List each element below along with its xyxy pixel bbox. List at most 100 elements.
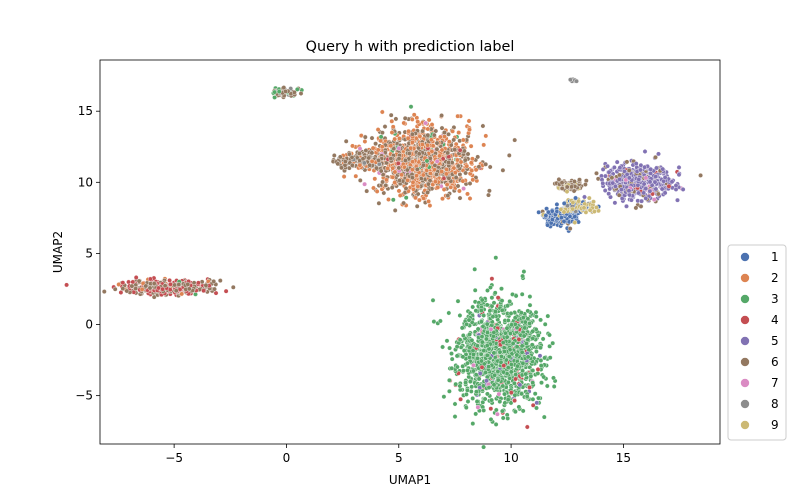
scatter-point-label-4 xyxy=(441,175,447,181)
scatter-point-label-3 xyxy=(508,310,514,316)
scatter-point-label-6 xyxy=(176,282,182,287)
scatter-point-label-5 xyxy=(652,179,658,185)
scatter-point-label-3 xyxy=(468,388,474,394)
scatter-point-label-3 xyxy=(431,319,437,324)
scatter-point-label-2 xyxy=(384,177,389,183)
scatter-point-label-3 xyxy=(500,415,506,421)
scatter-point-label-3 xyxy=(465,399,471,404)
x-axis-label: UMAP1 xyxy=(389,473,431,487)
scatter-point-label-3 xyxy=(513,372,519,377)
scatter-point-label-3 xyxy=(463,405,469,410)
scatter-point-label-6 xyxy=(416,151,422,157)
scatter-point-label-7 xyxy=(423,120,428,126)
scatter-point-label-3 xyxy=(489,397,494,403)
scatter-point-label-2 xyxy=(467,127,472,133)
scatter-point-label-6 xyxy=(147,285,153,291)
scatter-point-label-3 xyxy=(504,334,510,340)
scatter-point-label-5 xyxy=(636,190,641,196)
scatter-point-label-6 xyxy=(500,167,506,173)
scatter-point-label-3 xyxy=(491,329,497,335)
scatter-point-label-3 xyxy=(485,288,490,293)
scatter-point-label-2 xyxy=(389,118,395,124)
scatter-point-label-2 xyxy=(464,163,470,169)
scatter-point-label-3 xyxy=(505,397,511,402)
scatter-point-label-3 xyxy=(512,315,518,321)
scatter-point-label-6 xyxy=(506,152,512,158)
legend-label-7: 7 xyxy=(771,376,779,390)
scatter-point-label-3 xyxy=(520,368,525,374)
scatter-point-label-3 xyxy=(454,364,460,370)
scatter-point-label-5 xyxy=(602,188,608,193)
scatter-point-label-3 xyxy=(512,380,517,386)
scatter-point-label-4 xyxy=(223,288,229,294)
scatter-point-label-3 xyxy=(452,401,458,407)
scatter-point-label-6 xyxy=(357,177,363,183)
scatter-point-label-2 xyxy=(432,179,438,185)
scatter-point-label-6 xyxy=(487,164,493,170)
scatter-point-label-3 xyxy=(534,405,539,411)
scatter-point-label-6 xyxy=(298,91,304,96)
scatter-point-label-8 xyxy=(361,160,367,166)
scatter-point-label-3 xyxy=(495,377,501,383)
scatter-point-label-3 xyxy=(460,363,466,369)
scatter-point-label-6 xyxy=(404,167,410,173)
scatter-point-label-6 xyxy=(442,130,447,135)
scatter-point-label-6 xyxy=(486,192,491,198)
scatter-point-label-3 xyxy=(463,380,468,385)
scatter-point-label-3 xyxy=(510,340,516,346)
scatter-point-label-6 xyxy=(451,137,457,143)
scatter-point-label-6 xyxy=(434,171,439,177)
scatter-point-label-1 xyxy=(550,217,555,223)
scatter-point-label-3 xyxy=(535,332,541,338)
scatter-point-label-1 xyxy=(554,201,560,207)
scatter-point-label-2 xyxy=(417,133,423,139)
legend-marker-7 xyxy=(740,378,750,388)
scatter-point-label-3 xyxy=(466,354,472,360)
scatter-point-label-3 xyxy=(534,349,539,354)
scatter-point-label-4 xyxy=(126,279,132,285)
scatter-point-label-6 xyxy=(376,157,381,163)
scatter-point-label-5 xyxy=(600,166,606,172)
scatter-point-label-8 xyxy=(568,77,573,83)
scatter-point-label-3 xyxy=(538,317,543,323)
scatter-point-label-7 xyxy=(396,145,402,151)
scatter-point-label-3 xyxy=(501,369,506,375)
scatter-point-label-6 xyxy=(433,128,439,134)
scatter-point-label-6 xyxy=(463,170,468,176)
scatter-point-label-6 xyxy=(414,166,420,172)
scatter-point-label-3 xyxy=(536,395,541,401)
scatter-point-label-2 xyxy=(429,122,435,128)
scatter-point-label-4 xyxy=(156,285,161,291)
scatter-point-label-2 xyxy=(372,176,378,182)
scatter-point-label-6 xyxy=(446,159,451,165)
scatter-points xyxy=(64,76,703,450)
scatter-point-label-6 xyxy=(609,175,615,181)
scatter-point-label-3 xyxy=(473,411,479,417)
scatter-point-label-3 xyxy=(447,345,452,351)
scatter-point-label-2 xyxy=(421,195,426,201)
scatter-point-label-2 xyxy=(396,188,402,194)
scatter-point-label-6 xyxy=(452,147,458,153)
scatter-point-label-3 xyxy=(504,325,510,331)
x-tick-label: 0 xyxy=(283,451,291,465)
scatter-point-label-3 xyxy=(444,338,450,344)
scatter-point-label-3 xyxy=(520,360,526,366)
scatter-point-label-2 xyxy=(375,147,381,153)
scatter-point-label-3 xyxy=(464,387,470,393)
scatter-point-label-3 xyxy=(408,104,414,110)
scatter-point-label-3 xyxy=(469,384,475,390)
scatter-point-label-6 xyxy=(331,153,337,158)
scatter-point-label-3 xyxy=(471,352,476,357)
scatter-point-label-6 xyxy=(393,116,399,122)
scatter-point-label-2 xyxy=(405,177,410,183)
scatter-point-label-3 xyxy=(449,365,455,371)
scatter-point-label-4 xyxy=(495,295,501,301)
scatter-point-label-3 xyxy=(551,375,556,381)
scatter-point-label-5 xyxy=(607,186,613,192)
scatter-point-label-3 xyxy=(493,255,499,261)
scatter-point-label-6 xyxy=(203,282,209,288)
scatter-point-label-6 xyxy=(369,150,375,156)
scatter-point-label-3 xyxy=(489,295,495,301)
